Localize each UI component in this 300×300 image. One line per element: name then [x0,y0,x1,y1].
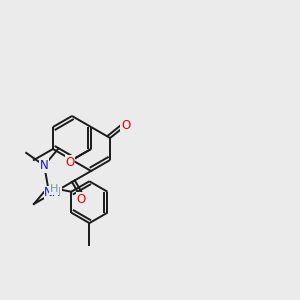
Text: H: H [50,184,58,194]
Text: NH: NH [44,187,62,200]
Text: O: O [65,155,75,169]
Text: O: O [77,193,86,206]
Text: O: O [121,119,130,132]
Text: N: N [40,159,49,172]
